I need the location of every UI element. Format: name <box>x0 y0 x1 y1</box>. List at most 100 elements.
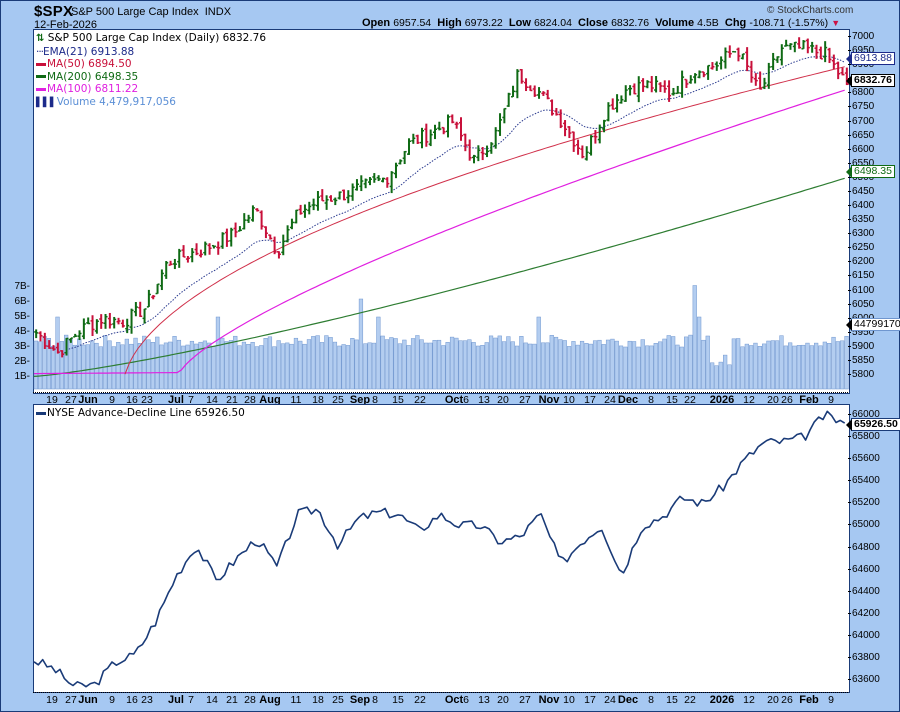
ad-legend: NYSE Advance-Decline Line 65926.50 <box>36 407 245 420</box>
date-tick-label: 12 <box>743 394 755 406</box>
date-tick-label: Aug <box>259 694 281 706</box>
price-tick-label: 7000 <box>847 31 874 42</box>
close-value: 6832.76 <box>611 17 650 29</box>
dotted-line-icon: ··· <box>36 45 44 58</box>
date-tick-label: Jul <box>168 394 184 406</box>
volume-tick-label: 6B- <box>14 296 30 307</box>
price-tick-label: 6700 <box>847 116 874 127</box>
date-tick-label: 8 <box>648 394 654 406</box>
date-tick-label: 27 <box>519 694 531 706</box>
date-tick-label: Oct <box>444 694 464 706</box>
date-tick-label: 23 <box>141 694 153 706</box>
advance-decline-plot <box>33 410 846 688</box>
ema21-value-tag: 6913.88 <box>846 52 895 65</box>
chart-date: 12-Feb-2026 <box>34 19 97 31</box>
ad-tick-label: 65400 <box>848 475 880 486</box>
down-arrow-icon: ▼ <box>831 18 841 28</box>
volume-tick-label: 1B- <box>14 371 30 382</box>
date-tick-label: 9 <box>109 694 115 706</box>
volume-tick-label: 2B- <box>14 356 30 367</box>
volume-bars-icon: ▌▌▌ <box>36 97 57 108</box>
date-tick-label: Dec <box>617 694 639 706</box>
price-tick-label: 6600 <box>847 144 874 155</box>
date-tick-label: Aug <box>259 394 281 406</box>
legend-volume: ▌▌▌Volume 4,479,917,056 <box>36 95 176 108</box>
line-swatch-icon <box>36 62 46 66</box>
date-tick-label: 13 <box>478 694 490 706</box>
price-chart-plot <box>33 37 849 390</box>
date-tick-label: 22 <box>684 394 696 406</box>
date-tick-label: 15 <box>392 394 404 406</box>
ad-tick-label: 65200 <box>848 497 880 508</box>
ad-tick-label: 65600 <box>848 453 880 464</box>
date-tick-label: Jun <box>78 694 98 706</box>
volume-tick-label: 3B- <box>14 341 30 352</box>
ad-tick-label: 66000 <box>848 409 880 420</box>
price-tick-label: 5800 <box>847 369 874 380</box>
date-tick-label: 11 <box>290 394 302 406</box>
date-tick-label: 13 <box>478 394 490 406</box>
date-tick-label: 2026 <box>709 694 735 706</box>
volume-tick-label: 5B- <box>14 311 30 322</box>
ad-tick-label: 64400 <box>848 586 880 597</box>
volume-value-tag: 44799170 <box>846 318 900 331</box>
ad-value-tag: 65926.50 <box>846 418 900 431</box>
price-tick-label: 5900 <box>847 341 874 352</box>
date-tick-label: 22 <box>684 694 696 706</box>
date-tick-label: 25 <box>332 694 344 706</box>
legend-ad-line: NYSE Advance-Decline Line 65926.50 <box>36 407 245 420</box>
price-tick-label: 6100 <box>847 285 874 296</box>
date-tick-label: 11 <box>290 694 302 706</box>
date-tick-label: 8 <box>648 694 654 706</box>
date-tick-label: Sep <box>349 694 371 706</box>
date-tick-label: 20 <box>497 394 509 406</box>
price-tick-label: 6050 <box>847 299 874 310</box>
legend-price: ⇅ S&P 500 Large Cap Index (Daily) 6832.7… <box>36 32 267 44</box>
price-tick-label: 5950 <box>847 327 874 338</box>
date-tick-label: Nov <box>538 694 560 706</box>
date-tick-label: 15 <box>392 694 404 706</box>
date-tick-label: 10 <box>563 394 575 406</box>
date-tick-label: 8 <box>372 394 378 406</box>
date-tick-label: 28 <box>244 394 256 406</box>
date-tick-label: 14 <box>206 394 218 406</box>
ohlc-bars-icon: ⇅ <box>36 33 45 44</box>
date-tick-label: 27 <box>65 694 77 706</box>
symbol-name: S&P 500 Large Cap Index INDX <box>71 6 232 18</box>
date-tick-label: 8 <box>372 694 378 706</box>
legend-ema21: ···EMA(21) 6913.88 <box>36 45 135 58</box>
date-tick-label: 17 <box>584 694 596 706</box>
date-tick-label: 19 <box>46 694 58 706</box>
date-tick-label: 15 <box>666 394 678 406</box>
ma200-value-tag: 6498.35 <box>846 165 895 178</box>
price-chart-panel[interactable]: ⇅ S&P 500 Large Cap Index (Daily) 6832.7… <box>33 29 850 394</box>
price-legend: ⇅ S&P 500 Large Cap Index (Daily) 6832.7… <box>36 32 266 109</box>
ad-tick-label: 63800 <box>848 652 880 663</box>
date-tick-label: 16 <box>126 694 138 706</box>
date-tick-label: 23 <box>141 394 153 406</box>
date-tick-label: 9 <box>828 694 834 706</box>
date-tick-label: 6 <box>463 394 469 406</box>
advance-decline-panel[interactable]: NYSE Advance-Decline Line 65926.50 <box>33 404 850 693</box>
price-tick-label: 6200 <box>847 256 874 267</box>
date-tick-label: 7 <box>188 394 194 406</box>
ad-tick-label: 64200 <box>848 608 880 619</box>
date-tick-label: 27 <box>519 394 531 406</box>
date-tick-label: 9 <box>828 394 834 406</box>
date-axis-bottom: 19 27 Jun 9 16 23 Jul 7 14 21 28 Aug 11 18 25 Sep 8 15 22 O… <box>33 692 848 706</box>
date-tick-label: Jul <box>168 694 184 706</box>
line-swatch-icon <box>36 411 46 415</box>
date-tick-label: 21 <box>226 694 238 706</box>
date-tick-label: 6 <box>463 694 469 706</box>
exchange-label: INDX <box>204 6 232 18</box>
price-tick-label: 6150 <box>847 270 874 281</box>
date-tick-label: 18 <box>312 694 324 706</box>
copyright-link[interactable]: © StockCharts.com <box>767 5 854 16</box>
close-value-tag: 6832.76 <box>846 74 895 87</box>
ad-tick-label: 64800 <box>848 542 880 553</box>
price-tick-label: 6650 <box>847 130 874 141</box>
date-tick-label: Sep <box>349 394 371 406</box>
date-tick-label: 24 <box>604 394 616 406</box>
open-value: 6957.54 <box>393 17 432 29</box>
price-tick-label: 6950 <box>847 45 874 56</box>
